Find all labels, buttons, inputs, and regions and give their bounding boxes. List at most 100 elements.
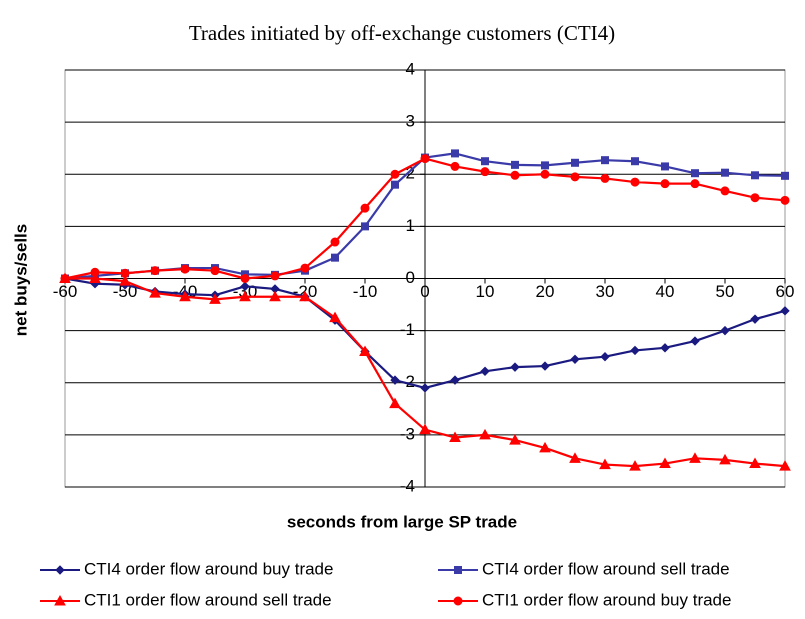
marker	[210, 266, 220, 276]
x-tick-label: 10	[476, 282, 495, 301]
marker	[450, 375, 460, 385]
x-tick-label: 60	[776, 282, 795, 301]
marker	[540, 361, 550, 371]
marker	[300, 263, 310, 273]
y-tick-label: -1	[400, 320, 415, 339]
marker	[599, 458, 611, 470]
marker	[239, 290, 251, 302]
y-tick-label: -2	[400, 372, 415, 391]
marker	[660, 343, 670, 353]
marker	[631, 157, 639, 166]
legend-label: CTI1 order flow around buy trade	[482, 590, 731, 609]
y-tick-label: 2	[406, 164, 415, 183]
marker	[689, 452, 701, 463]
marker	[60, 274, 70, 283]
marker	[661, 162, 669, 171]
y-tick-label: 3	[406, 112, 415, 131]
marker	[299, 290, 311, 302]
marker	[179, 290, 191, 302]
marker	[780, 306, 790, 316]
marker	[270, 271, 280, 281]
marker	[721, 168, 729, 177]
marker	[480, 167, 490, 177]
x-axis-label: seconds from large SP trade	[287, 512, 517, 531]
y-tick-label: 1	[406, 216, 415, 235]
marker	[541, 161, 549, 170]
x-tick-label: 50	[716, 282, 735, 301]
marker	[329, 311, 341, 323]
marker	[240, 281, 250, 292]
marker	[629, 460, 641, 471]
marker	[600, 351, 610, 362]
marker	[690, 179, 700, 189]
marker	[390, 169, 400, 179]
y-tick-label: -4	[400, 476, 415, 495]
marker	[601, 156, 609, 165]
x-tick-label: -10	[353, 282, 378, 301]
marker	[360, 203, 370, 213]
legend-label: CTI1 order flow around sell trade	[84, 590, 332, 609]
marker	[659, 457, 671, 469]
marker	[420, 383, 430, 393]
marker	[180, 264, 190, 274]
marker	[479, 428, 491, 440]
marker	[510, 362, 520, 372]
marker	[600, 173, 610, 183]
marker	[509, 434, 521, 445]
marker	[480, 366, 490, 376]
legend-marker	[454, 566, 462, 574]
marker	[751, 171, 759, 180]
marker	[630, 345, 640, 356]
marker	[119, 275, 131, 286]
marker	[390, 375, 400, 385]
marker	[570, 172, 580, 182]
x-tick-label: 0	[420, 282, 429, 301]
marker	[89, 272, 101, 283]
x-tick-label: -60	[53, 282, 78, 301]
legend-label: CTI4 order flow around buy trade	[84, 559, 333, 578]
y-tick-label: 0	[406, 268, 415, 287]
x-tick-label: 40	[656, 282, 675, 301]
marker	[481, 157, 489, 166]
x-tick-label: 30	[596, 282, 615, 301]
marker	[781, 171, 789, 180]
marker	[389, 397, 401, 409]
marker	[451, 149, 459, 158]
marker	[149, 287, 161, 298]
marker	[420, 154, 430, 164]
marker	[780, 195, 790, 205]
marker	[720, 325, 730, 336]
marker	[120, 268, 130, 278]
marker	[419, 423, 431, 435]
marker	[719, 453, 731, 465]
marker	[269, 290, 281, 302]
y-axis-label: net buys/sells	[11, 224, 30, 336]
chart-title: Trades initiated by off-exchange custome…	[189, 21, 615, 45]
y-tick-label: 4	[406, 59, 415, 78]
marker	[569, 452, 581, 463]
marker	[391, 180, 399, 189]
marker	[510, 170, 520, 180]
marker	[720, 186, 730, 196]
marker	[150, 266, 160, 276]
marker	[449, 431, 461, 442]
marker	[749, 457, 761, 469]
marker	[90, 267, 100, 277]
marker	[570, 354, 580, 365]
marker	[539, 441, 551, 453]
marker	[361, 222, 369, 231]
marker	[750, 314, 760, 324]
legend-marker	[54, 594, 66, 606]
marker	[331, 253, 339, 262]
y-tick-label: -3	[400, 424, 415, 443]
marker	[779, 460, 791, 471]
marker	[450, 161, 460, 171]
marker	[571, 158, 579, 167]
marker	[660, 179, 670, 189]
x-tick-label: 20	[536, 282, 555, 301]
legend-label: CTI4 order flow around sell trade	[482, 559, 730, 578]
legend-marker	[453, 596, 463, 606]
marker	[209, 293, 221, 304]
marker	[630, 177, 640, 187]
